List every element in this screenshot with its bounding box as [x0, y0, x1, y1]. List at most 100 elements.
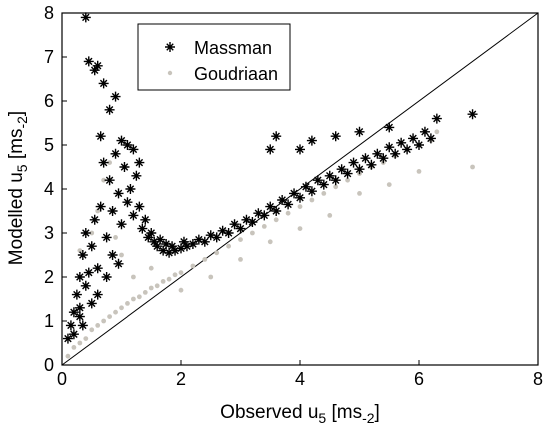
reference-line-group: [61, 12, 539, 366]
massman-point: [265, 201, 276, 212]
massman-point: [467, 109, 478, 120]
massman-point: [83, 267, 94, 278]
y-tick-label: 1: [44, 311, 54, 331]
goudriaan-point: [261, 224, 267, 229]
x-tick-label: 8: [533, 369, 543, 389]
goudriaan-point: [297, 226, 303, 232]
goudriaan-point: [434, 129, 440, 135]
goudriaan-point: [202, 257, 208, 262]
goudriaan-point: [131, 274, 136, 280]
goudriaan-point: [107, 160, 112, 166]
massman-point: [89, 65, 100, 76]
y-tick-label: 4: [44, 179, 54, 199]
massman-point: [348, 157, 359, 168]
goudriaan-point: [190, 263, 196, 269]
massman-point: [134, 201, 145, 212]
goudriaan-point: [95, 323, 101, 328]
goudriaan-point: [119, 305, 124, 311]
goudriaan-point: [160, 279, 166, 284]
goudriaan-point: [345, 177, 350, 183]
massman-point: [384, 142, 395, 153]
massman-point: [425, 133, 436, 144]
massman-point: [80, 280, 91, 291]
massman-point: [372, 148, 383, 159]
goudriaan-point: [119, 252, 124, 258]
one-to-one-line: [61, 12, 539, 366]
goudriaan-point: [178, 270, 184, 275]
massman-point: [289, 188, 300, 199]
massman-point: [125, 184, 136, 194]
goudriaan-point: [148, 265, 154, 271]
x-axis-label-unit-subscript: -2: [362, 410, 375, 426]
massman-point: [235, 223, 246, 234]
massman-point: [74, 311, 85, 322]
massman-point: [295, 192, 305, 203]
x-tick-label: 4: [295, 369, 305, 389]
massman-point: [295, 144, 305, 155]
x-axis-label-subscript: 5: [318, 410, 326, 426]
y-ticks: 0 1 2 3 4 5 6 7 8: [44, 3, 67, 375]
massman-point: [431, 113, 442, 124]
goudriaan-point: [101, 318, 107, 324]
massman-point: [110, 91, 121, 102]
massman-point: [223, 228, 234, 238]
legend-massman-marker: [165, 42, 175, 52]
massman-point: [161, 239, 172, 249]
goudriaan-point: [297, 204, 303, 210]
goudriaan-point: [321, 191, 327, 196]
massman-point: [402, 144, 413, 155]
massman-point: [122, 140, 133, 150]
goudriaan-point: [214, 250, 220, 256]
goudriaan-point: [238, 237, 243, 243]
massman-point: [86, 298, 97, 309]
goudriaan-point: [226, 243, 232, 249]
massman-point: [92, 60, 103, 71]
goudriaan-point: [77, 340, 83, 346]
massman-point: [199, 236, 210, 247]
goudriaan-point: [208, 274, 214, 280]
massman-point: [92, 289, 103, 300]
legend-star-icon: [165, 42, 175, 52]
x-axis-label-main: Observed u: [220, 402, 318, 423]
massman-point: [354, 126, 365, 137]
massman-point: [211, 232, 222, 243]
massman-point: [300, 181, 311, 192]
massman-point: [217, 225, 228, 236]
y-axis-label-unit-close: ]: [6, 111, 27, 116]
massman-point: [324, 170, 335, 181]
goudriaan-point: [113, 235, 118, 240]
massman-point: [122, 197, 133, 208]
massman-point: [89, 214, 100, 225]
massman-point: [65, 320, 76, 331]
massman-point: [86, 241, 97, 252]
massman-point: [128, 210, 139, 221]
y-tick-label: 8: [44, 3, 54, 23]
massman-point: [306, 186, 317, 197]
y-tick-label: 6: [44, 91, 54, 111]
massman-point: [360, 153, 371, 164]
massman-point: [131, 170, 142, 181]
massman-point: [158, 245, 169, 256]
massman-point: [95, 131, 106, 142]
massman-point: [187, 239, 198, 249]
goudriaan-point: [125, 301, 130, 306]
x-axis-label: Observed u5 [ms-2]: [220, 402, 380, 426]
massman-point: [312, 175, 323, 186]
x-tick-label: 0: [57, 369, 67, 389]
massman-point: [116, 135, 127, 146]
x-tick-label: 6: [414, 369, 424, 389]
y-axis-label: Modelled u5 [ms-2]: [6, 111, 30, 265]
massman-point: [71, 289, 82, 300]
goudriaan-point: [89, 230, 95, 236]
massman-point: [318, 179, 329, 190]
y-tick-label: 5: [44, 135, 54, 155]
massman-point: [137, 223, 148, 234]
goudriaan-point: [470, 164, 475, 170]
massman-point: [95, 201, 106, 212]
goudriaan-point: [71, 345, 77, 350]
massman-point: [178, 236, 189, 247]
massman-point: [283, 199, 294, 210]
massman-point: [101, 232, 112, 243]
massman-point: [152, 241, 163, 252]
massman-point: [390, 148, 401, 159]
